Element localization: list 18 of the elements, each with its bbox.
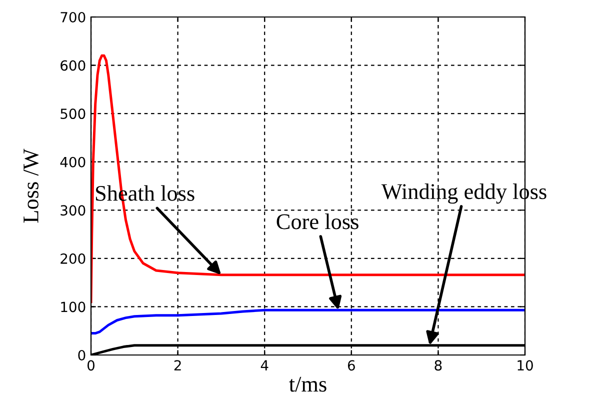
x-tick-label: 0: [87, 360, 94, 371]
x-tick-label: 8: [434, 360, 442, 371]
x-tick-label: 6: [348, 360, 355, 371]
y-tick-label: 0: [78, 350, 86, 360]
y-tick-label: 700: [60, 12, 86, 22]
x-tick-label: 4: [260, 360, 268, 370]
y-tick-label: 300: [60, 205, 86, 216]
x-axis-title: t/ms: [289, 376, 326, 392]
annotation: Core loss: [276, 214, 358, 230]
y-tick-label: 100: [61, 302, 86, 312]
x-tick-label: 10: [518, 360, 533, 371]
line-series: [91, 308, 525, 335]
y-tick-label: 400: [60, 156, 86, 168]
x-tick-label: 2: [174, 360, 181, 370]
y-tick-label: 200: [60, 253, 86, 264]
y-tick-label: 500: [60, 108, 86, 120]
y-tick-label: 600: [60, 60, 86, 71]
y-axis-title: Loss /W: [24, 148, 39, 223]
